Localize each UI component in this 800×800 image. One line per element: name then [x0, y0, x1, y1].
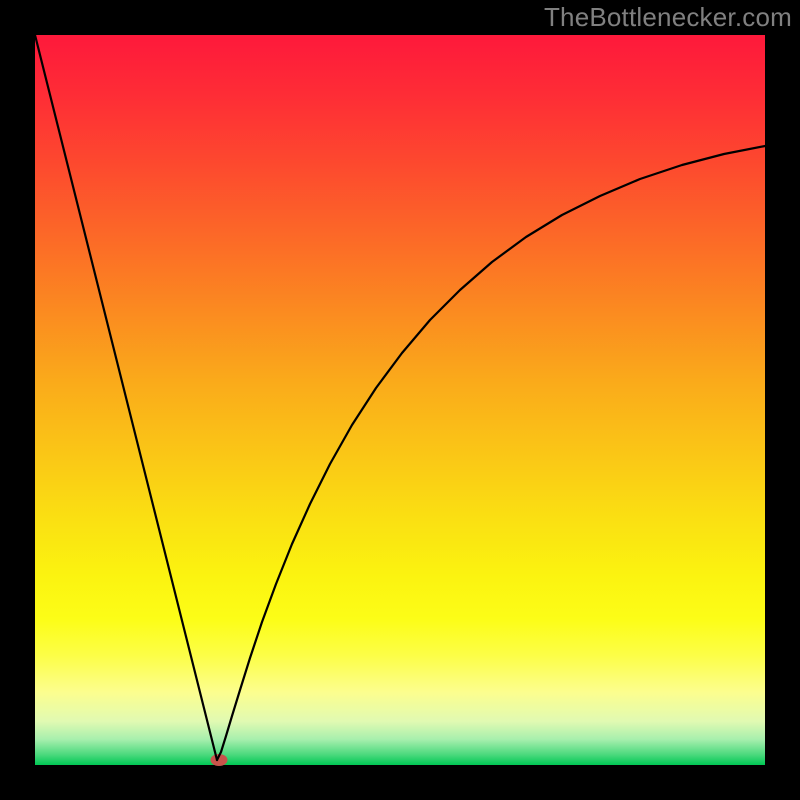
bottleneck-curve [35, 35, 217, 760]
bottleneck-curve [217, 146, 765, 760]
watermark-text: TheBottlenecker.com [544, 2, 792, 33]
chart-frame: TheBottlenecker.com [0, 0, 800, 800]
curve-overlay [0, 0, 800, 800]
